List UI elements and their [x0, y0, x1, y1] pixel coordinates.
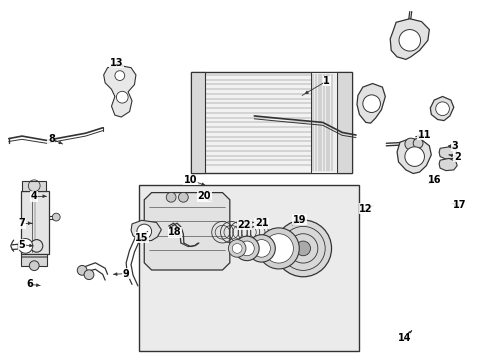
- Circle shape: [18, 239, 33, 253]
- Polygon shape: [103, 66, 136, 117]
- Circle shape: [264, 234, 293, 263]
- Bar: [22, 181, 46, 191]
- Bar: [310, 72, 337, 173]
- Polygon shape: [356, 84, 385, 123]
- Polygon shape: [396, 139, 430, 174]
- Text: 20: 20: [197, 191, 211, 201]
- Text: 13: 13: [109, 58, 123, 68]
- Bar: [20, 191, 49, 254]
- Circle shape: [404, 138, 416, 150]
- Text: 11: 11: [417, 130, 430, 140]
- Circle shape: [362, 95, 380, 112]
- Circle shape: [29, 261, 39, 271]
- Circle shape: [252, 240, 270, 257]
- Circle shape: [258, 228, 299, 269]
- Bar: [337, 72, 351, 173]
- Text: 5: 5: [19, 240, 25, 250]
- Circle shape: [234, 236, 259, 261]
- Text: 2: 2: [453, 152, 460, 162]
- Text: 15: 15: [135, 233, 148, 243]
- Circle shape: [116, 91, 128, 103]
- Circle shape: [52, 213, 60, 221]
- Text: 10: 10: [183, 175, 197, 185]
- Circle shape: [115, 71, 124, 81]
- Text: 22: 22: [237, 220, 251, 230]
- Text: 6: 6: [26, 279, 33, 289]
- Text: 7: 7: [19, 218, 25, 228]
- Circle shape: [295, 241, 310, 256]
- Text: 1: 1: [323, 76, 329, 86]
- Text: 3: 3: [450, 141, 457, 151]
- Bar: [190, 72, 351, 173]
- Bar: [190, 72, 205, 173]
- Text: 18: 18: [168, 227, 182, 237]
- Circle shape: [137, 224, 151, 239]
- Polygon shape: [438, 158, 456, 171]
- Circle shape: [247, 235, 275, 262]
- Polygon shape: [438, 147, 456, 159]
- Circle shape: [228, 240, 245, 257]
- Text: 16: 16: [427, 175, 440, 185]
- Bar: [21, 254, 47, 266]
- Circle shape: [412, 138, 422, 148]
- Circle shape: [404, 147, 424, 166]
- Text: 19: 19: [292, 215, 305, 225]
- Polygon shape: [389, 19, 428, 59]
- Circle shape: [239, 241, 254, 256]
- Text: 14: 14: [397, 333, 411, 343]
- Circle shape: [84, 270, 94, 280]
- Circle shape: [178, 192, 188, 202]
- Text: 9: 9: [122, 269, 129, 279]
- Text: 4: 4: [31, 191, 38, 201]
- Polygon shape: [144, 193, 229, 270]
- Circle shape: [166, 192, 176, 202]
- Text: 21: 21: [254, 218, 268, 228]
- Circle shape: [274, 220, 331, 277]
- Polygon shape: [429, 96, 453, 121]
- Text: 17: 17: [452, 200, 466, 210]
- Circle shape: [398, 30, 420, 51]
- Circle shape: [435, 102, 448, 116]
- Polygon shape: [131, 220, 161, 241]
- Text: 12: 12: [358, 204, 372, 214]
- Circle shape: [77, 265, 87, 275]
- Text: 8: 8: [48, 134, 55, 144]
- Bar: [139, 185, 359, 351]
- Circle shape: [232, 243, 242, 253]
- Ellipse shape: [30, 240, 43, 252]
